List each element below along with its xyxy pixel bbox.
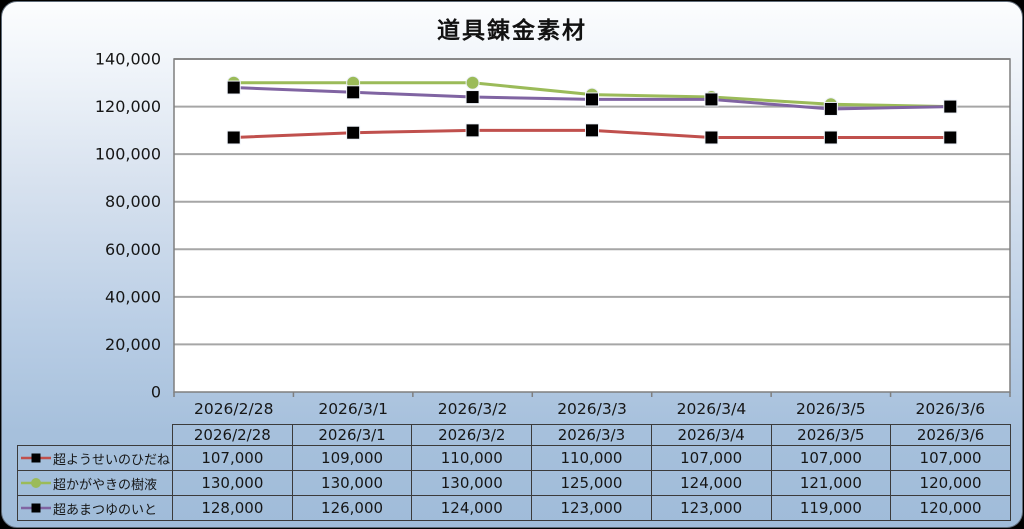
y-axis-label: 20,000: [105, 335, 161, 354]
price-cell: 124,000: [411, 495, 533, 521]
table-header-cell: 2026/3/6: [890, 424, 1011, 446]
legend-marker-icon: [21, 478, 51, 488]
table-header-row: 2026/2/28 2026/3/1 2026/3/2 2026/3/3 2026/3/…: [18, 424, 1011, 446]
data-point-marker: [943, 130, 958, 145]
y-axis-label: 60,000: [105, 240, 161, 259]
price-cell: 123,000: [531, 495, 652, 521]
legend-entry: 超かがやきの樹液: [19, 474, 172, 493]
data-point-marker: [226, 130, 241, 145]
x-axis-label: 2026/3/2: [438, 400, 508, 418]
table-row: 超あまつゆのいと 128,000 126,000 124,000 123,000 123,…: [17, 495, 1011, 521]
price-cell: 130,000: [411, 470, 533, 496]
y-axis-label: 120,000: [95, 97, 161, 116]
plot-area: [174, 59, 1010, 392]
x-axis-label: 2026/3/5: [796, 400, 866, 418]
x-axis-label: 2026/3/6: [915, 400, 985, 418]
price-cell: 120,000: [890, 495, 1011, 521]
y-axis-label: 140,000: [95, 50, 161, 69]
table-row: 超かがやきの樹液 130,000 130,000 130,000 125,000 124,…: [17, 470, 1011, 496]
data-point-marker: [346, 125, 361, 140]
table-header-cell: 2026/3/4: [650, 424, 772, 446]
legend-entry: 超あまつゆのいと: [19, 499, 172, 518]
price-cell: 119,000: [770, 495, 892, 521]
y-axis-label: 80,000: [105, 192, 161, 211]
legend-marker-icon: [21, 503, 51, 513]
price-cell: 110,000: [531, 445, 652, 471]
table-header-cell: 2026/3/3: [531, 424, 652, 446]
price-cell: 107,000: [770, 445, 892, 471]
price-cell: 120,000: [890, 470, 1011, 496]
x-axis-label: 2026/3/1: [318, 400, 388, 418]
table-corner-cell: [18, 425, 173, 446]
series-label: 超かがやきの樹液: [53, 477, 158, 493]
y-axis-label: 40,000: [105, 287, 161, 306]
legend-cell: 超あまつゆのいと: [17, 495, 173, 521]
x-axis-label: 2026/2/28: [194, 400, 273, 418]
price-cell: 126,000: [291, 495, 413, 521]
price-cell: 124,000: [650, 470, 772, 496]
x-axis-label: 2026/3/4: [677, 400, 747, 418]
chart-title: 道具錬金素材: [437, 18, 587, 44]
price-table: 2026/2/28 2026/3/1 2026/3/2 2026/3/3 2026/3/…: [17, 424, 1011, 521]
price-cell: 123,000: [650, 495, 772, 521]
data-point-marker: [465, 75, 480, 90]
legend-circle-marker: [31, 478, 41, 488]
legend-square-marker: [31, 453, 41, 463]
series-label: 超ようせいのひだね: [53, 452, 171, 468]
price-cell: 121,000: [770, 470, 892, 496]
series-label: 超あまつゆのいと: [53, 502, 158, 518]
plot-border: [173, 58, 1011, 393]
data-point-marker: [465, 90, 480, 105]
data-point-marker: [704, 130, 719, 145]
legend-cell: 超ようせいのひだね: [17, 445, 173, 471]
data-point-marker: [704, 92, 719, 107]
price-cell: 109,000: [291, 445, 413, 471]
legend-square-marker: [31, 503, 41, 513]
price-cell: 107,000: [650, 445, 772, 471]
price-cell: 107,000: [890, 445, 1011, 471]
price-chart-svg: 140,000 120,000 100,000 80,000 60,000 40,000 2…: [95, 50, 1011, 418]
table-header-cell: 2026/3/1: [291, 424, 413, 446]
legend-entry: 超ようせいのひだね: [19, 449, 172, 468]
table-header-cell: 2026/2/28: [172, 424, 293, 446]
table-row: 超ようせいのひだね 107,000 109,000 110,000 110,000 107…: [17, 445, 1011, 471]
data-point-marker: [346, 85, 361, 100]
data-point-marker: [226, 80, 241, 95]
price-cell: 107,000: [172, 445, 293, 471]
data-point-marker: [465, 123, 480, 138]
price-cell: 130,000: [291, 470, 413, 496]
legend-cell: 超かがやきの樹液: [17, 470, 173, 496]
legend-marker-icon: [21, 453, 51, 463]
y-axis-label: 0: [151, 383, 161, 402]
price-cell: 125,000: [531, 470, 652, 496]
x-axis-label: 2026/3/3: [557, 400, 627, 418]
table-header-cell: 2026/3/5: [770, 424, 892, 446]
data-point-marker: [585, 92, 599, 107]
price-cell: 130,000: [172, 470, 293, 496]
table-header-cell: 2026/3/2: [411, 424, 533, 446]
y-axis-label: 100,000: [95, 145, 161, 164]
data-point-marker: [823, 101, 838, 116]
price-cell: 128,000: [172, 495, 293, 521]
data-point-marker: [585, 123, 599, 138]
data-point-marker: [943, 99, 958, 114]
data-point-marker: [823, 130, 838, 145]
price-cell: 110,000: [411, 445, 533, 471]
